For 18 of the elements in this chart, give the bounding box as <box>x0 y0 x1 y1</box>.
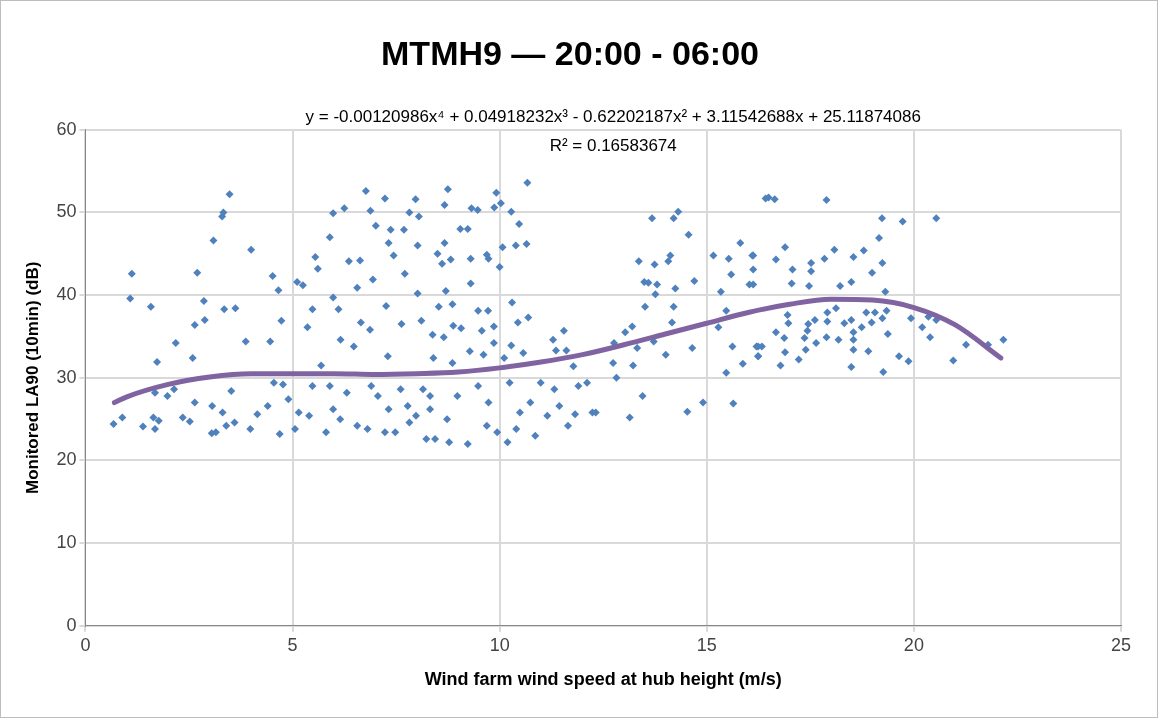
x-tick-label: 5 <box>287 634 298 655</box>
x-tick-label: 0 <box>80 634 91 655</box>
y-tick-label: 50 <box>56 201 77 222</box>
y-axis-title: Monitored LA90 (10min) (dB) <box>22 261 42 494</box>
x-tick-label: 20 <box>903 634 924 655</box>
x-tick-label: 15 <box>696 634 717 655</box>
text: y = -0.00120986x⁴ + 0.04918232x³ - 0.62202187x² + 3.11542688x + 25.11874086 <box>305 107 921 127</box>
x-axis-title: Wind farm wind speed at hub height (m/s) <box>424 669 782 690</box>
y-tick-label: 10 <box>56 532 77 553</box>
annotation: R² = 0.16583674 <box>549 136 677 156</box>
y-tick-label: 60 <box>56 118 77 139</box>
y-tick-label: 20 <box>56 449 77 470</box>
x-tick-label: 25 <box>1110 634 1132 655</box>
y-tick-label: 0 <box>66 614 77 635</box>
y-tick-label: 30 <box>56 366 77 387</box>
x-tick-label: 10 <box>489 634 510 655</box>
chart-title: MTMH9 — 20:00 - 06:00 <box>381 33 759 72</box>
y-tick-label: 40 <box>56 284 77 305</box>
